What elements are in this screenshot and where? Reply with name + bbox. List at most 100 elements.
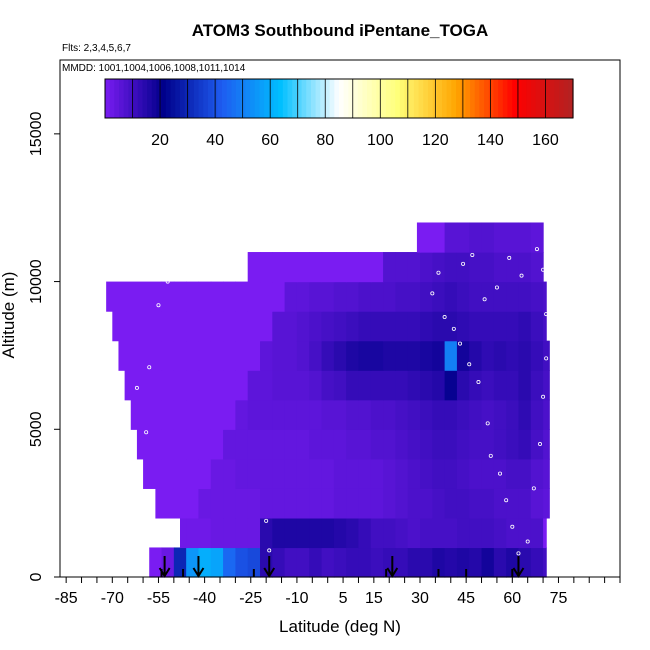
sample-point (147, 365, 152, 370)
heatmap-cell (173, 488, 187, 519)
colorbar-segment (310, 79, 317, 118)
heatmap-cell (210, 488, 224, 519)
colorbar-segment (381, 79, 387, 118)
heatmap-cell (260, 252, 273, 283)
heatmap-cell (481, 488, 495, 519)
heatmap-cell (456, 281, 470, 312)
colorbar-segment (413, 79, 420, 118)
colorbar-segment (558, 79, 565, 118)
colorbar-segment (395, 79, 401, 118)
heatmap-cell (395, 547, 409, 578)
heatmap-cell (530, 311, 544, 342)
heatmap-cell (284, 488, 298, 519)
heatmap-cell (456, 370, 470, 401)
heatmap-cell (198, 488, 212, 519)
heatmap-cell (456, 311, 470, 342)
colorbar-segment (264, 79, 270, 118)
colorbar-segment (245, 79, 251, 118)
heatmap-cell (321, 399, 335, 430)
heatmap-cell (198, 429, 212, 460)
heatmap-cell (395, 429, 409, 460)
colorbar-segment (268, 79, 275, 118)
heatmap-cell (370, 488, 384, 519)
heatmap-cell (456, 340, 470, 371)
y-tick-label: 15000 (28, 112, 45, 157)
heatmap-cell (173, 311, 187, 342)
colorbar-segment (512, 79, 518, 118)
heatmap-cell (235, 458, 249, 489)
heatmap-cell (543, 340, 550, 371)
x-tick-label: -10 (285, 590, 308, 607)
heatmap-cell (383, 429, 396, 460)
heatmap-cell (518, 281, 532, 312)
heatmap-cell (518, 340, 532, 371)
sample-point (525, 539, 530, 544)
colorbar-tick-label: 20 (151, 132, 169, 149)
heatmap-cell (173, 340, 187, 371)
heatmap-cell (518, 517, 532, 549)
colorbar-segment (409, 79, 415, 118)
heatmap-cell (235, 311, 249, 342)
chart-title: ATOM3 Southbound iPentane_TOGA (192, 21, 489, 40)
heatmap-cell (518, 370, 532, 401)
sample-point (451, 326, 456, 331)
sample-points (110, 247, 549, 556)
heatmap-cell (161, 458, 175, 489)
heatmap-cell (432, 517, 446, 549)
heatmap-cell (481, 370, 495, 401)
heatmap-cell (444, 488, 458, 519)
heatmap-cell (493, 429, 507, 460)
heatmap-cell (296, 488, 310, 519)
heatmap-cell (456, 517, 470, 549)
y-axis-label: Altitude (m) (0, 272, 18, 359)
y-axis: 0 5000 10000 15000 (28, 112, 60, 581)
heatmap-cell (333, 429, 347, 460)
heatmap-cell (358, 547, 372, 578)
heatmap-cell (247, 547, 261, 578)
heatmap-cell (333, 399, 347, 430)
colorbar-segment (296, 79, 303, 118)
heatmap-cell (383, 458, 396, 489)
sample-point (470, 252, 475, 257)
sample-point (519, 273, 524, 278)
colorbar-segment (165, 79, 172, 118)
heatmap-cell (296, 458, 310, 489)
heatmap-cell (321, 488, 335, 519)
sample-point (541, 394, 546, 399)
heatmap-cell (506, 281, 520, 312)
heatmap-cell (506, 488, 520, 519)
heatmap-cell (284, 399, 298, 430)
sample-point (531, 486, 536, 491)
heatmap-cell (198, 458, 212, 489)
heatmap-cell (444, 547, 458, 578)
colorbar-segment (123, 79, 129, 118)
heatmap-cell (469, 252, 483, 283)
colorbar-tick-label: 140 (477, 132, 504, 149)
heatmap-cell (346, 429, 360, 460)
heatmap-cell (469, 429, 483, 460)
heatmap-cell (210, 340, 224, 371)
heatmap-cell (223, 517, 236, 549)
heatmap-cell (469, 458, 483, 489)
heatmap-cell (518, 252, 532, 283)
heatmap-cell (260, 488, 273, 519)
sample-point (504, 498, 509, 503)
heatmap-cell (296, 340, 310, 371)
heatmap-cell (284, 370, 298, 401)
heatmap-cell (272, 311, 286, 342)
heatmap-cell (530, 252, 544, 283)
heatmap-cell (210, 281, 224, 312)
colorbar-segment (418, 79, 424, 118)
heatmap-cell (481, 311, 495, 342)
heatmap-cell (444, 429, 458, 460)
heatmap-cell (210, 458, 224, 489)
heatmap-cell (321, 547, 335, 578)
heatmap-cell (469, 340, 483, 371)
heatmap-cell (456, 458, 470, 489)
colorbar-segment (343, 79, 349, 118)
x-tick-label: 45 (457, 590, 475, 607)
colorbar-segment (236, 79, 242, 118)
heatmap-cell (493, 340, 507, 371)
colorbar-segment (301, 79, 307, 118)
heatmap-cell (173, 429, 187, 460)
